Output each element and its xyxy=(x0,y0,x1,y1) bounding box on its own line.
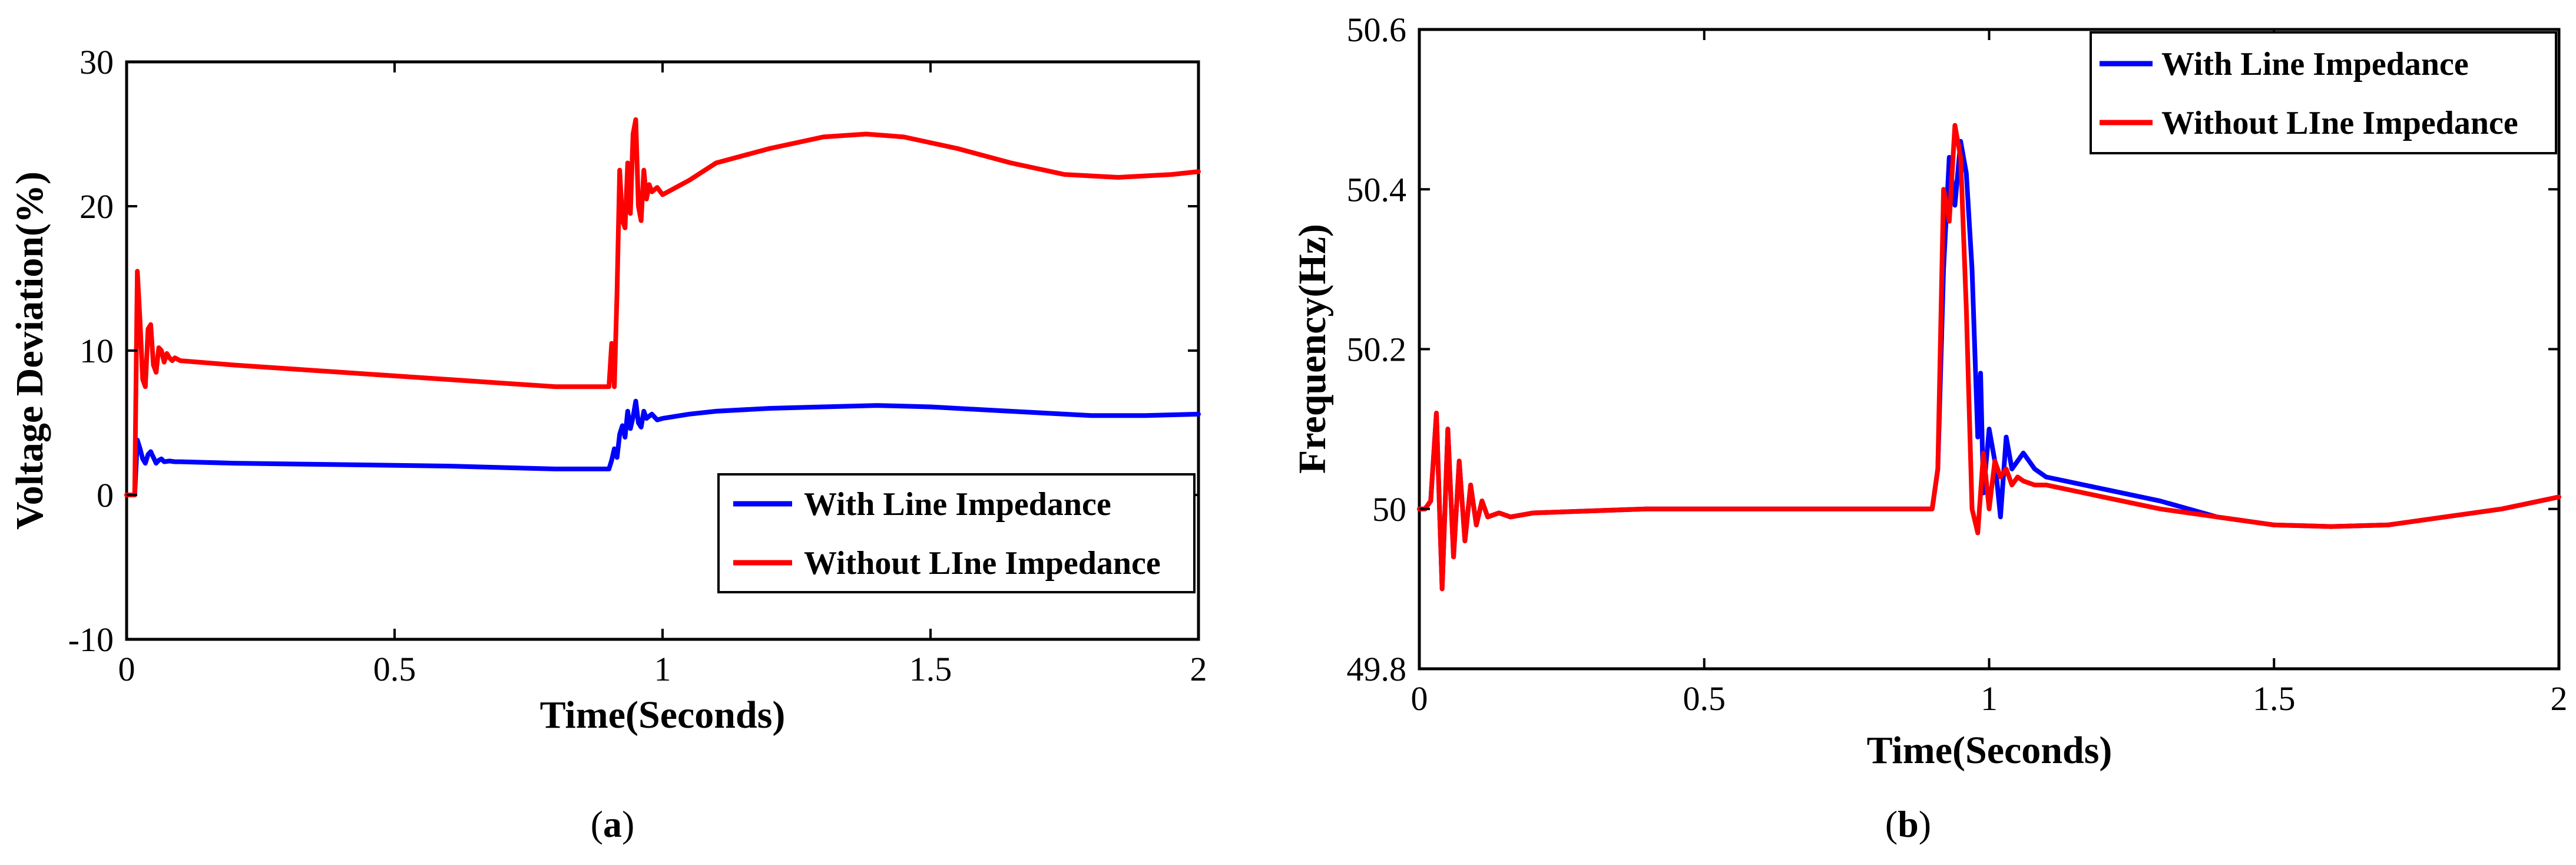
panel-b-x-tick-label: 1 xyxy=(1981,679,1998,718)
panel-b-legend-label-without-line-impedance: Without LIne Impedance xyxy=(2161,105,2518,141)
panel-b-y-tick-label: 50 xyxy=(1372,490,1406,529)
panel-b-x-tick-label: 1.5 xyxy=(2253,679,2296,718)
panel-a-x-tick-label: 0.5 xyxy=(373,650,416,688)
panel-b-caption-letter: b xyxy=(1898,803,1919,845)
panel-a-x-tick-label: 1.5 xyxy=(909,650,952,688)
panel-a-y-axis-label: Voltage Deviation(%) xyxy=(8,171,51,530)
panel-a-x-tick-label: 2 xyxy=(1190,650,1207,688)
panel-b-y-tick-label: 50.2 xyxy=(1347,331,1407,369)
panel-b-y-tick-label: 49.8 xyxy=(1347,650,1407,688)
panel-a-y-tick-label: 0 xyxy=(97,476,114,514)
panel-a-caption-letter: a xyxy=(603,803,622,845)
panel-b-legend-label-with-line-impedance: With Line Impedance xyxy=(2161,46,2469,82)
panel-b-y-axis-label: Frequency(Hz) xyxy=(1291,224,1334,474)
panel-b-x-tick-label: 2 xyxy=(2551,679,2568,718)
panel-b-x-tick-label: 0 xyxy=(1411,679,1428,718)
panel-a-x-axis-label: Time(Seconds) xyxy=(540,694,786,737)
panel-b-frequency-chart: 0 0.5 1 1.5 2 49.8 50 50.2 50.4 50.6 Time(Seconds… xyxy=(1291,11,2568,845)
panel-a-caption: (a) xyxy=(591,803,635,845)
panel-a-x-tick-label: 0 xyxy=(118,650,135,688)
panel-a-legend: With Line Impedance Without LIne Impedan… xyxy=(717,473,1196,593)
panel-a-y-tick-label: 30 xyxy=(80,43,114,81)
panel-b-x-axis-label: Time(Seconds) xyxy=(1867,729,2113,772)
panel-a-legend-box xyxy=(717,473,1196,593)
panel-a-x-tick-label: 1 xyxy=(654,650,671,688)
panel-b-legend-box xyxy=(2090,31,2557,154)
panel-b-x-tick-label: 0.5 xyxy=(1683,679,1726,718)
panel-a-y-tick-label: 20 xyxy=(80,187,114,226)
panel-b-caption: (b) xyxy=(1885,803,1931,845)
panel-a-legend-label-with-line-impedance: With Line Impedance xyxy=(804,486,1111,523)
panel-a-series-line-without-line-impedance xyxy=(124,117,1201,497)
panel-b-y-tick-label: 50.4 xyxy=(1347,170,1407,209)
panel-b-series-group xyxy=(1417,123,2561,592)
panel-a-y-tick-label: 10 xyxy=(80,332,114,370)
panel-b-legend: With Line Impedance Without LIne Impedan… xyxy=(2090,31,2557,154)
panel-a-y-tick-label: -10 xyxy=(68,620,114,659)
panel-a-series-line-with-line-impedance xyxy=(124,398,1201,497)
panel-a-legend-label-without-line-impedance: Without LIne Impedance xyxy=(804,545,1161,582)
panel-b-series-line-without-line-impedance xyxy=(1417,123,2561,592)
panel-b-ticks-group: 0 0.5 1 1.5 2 49.8 50 50.2 50.4 50.6 xyxy=(1347,11,2568,718)
panel-a-series-group xyxy=(124,117,1201,497)
panel-b-y-tick-label: 50.6 xyxy=(1347,11,1407,49)
